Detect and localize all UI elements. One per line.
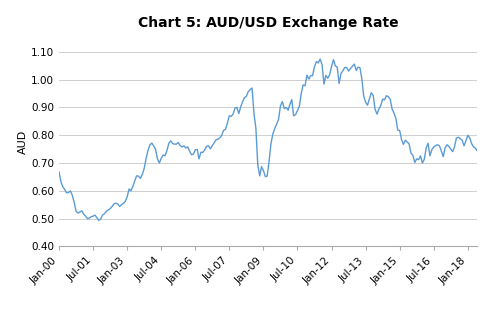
- Y-axis label: AUD: AUD: [18, 130, 28, 154]
- Title: Chart 5: AUD/USD Exchange Rate: Chart 5: AUD/USD Exchange Rate: [138, 16, 399, 30]
